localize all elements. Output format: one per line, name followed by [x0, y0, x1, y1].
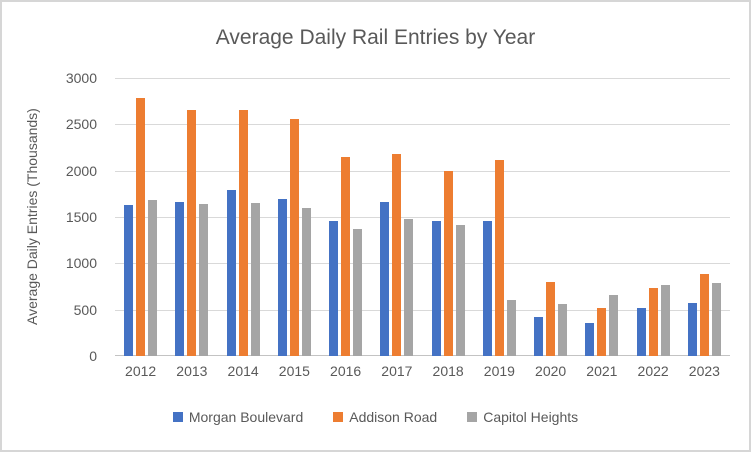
bar-addison-road-2014 [238, 110, 248, 356]
y-tick-label: 2000 [65, 163, 97, 179]
legend-item-addison-road: Addison Road [333, 409, 437, 425]
bar-capitol-heights-2013 [199, 204, 209, 356]
bar-morgan-boulevard-2021 [585, 323, 595, 356]
plot-area [115, 78, 730, 356]
bar-morgan-boulevard-2018 [431, 221, 441, 356]
gridline [115, 124, 730, 125]
bar-capitol-heights-2014 [250, 203, 260, 356]
bar-morgan-boulevard-2017 [380, 202, 390, 356]
bar-capitol-heights-2018 [455, 225, 465, 356]
bar-series-container [115, 78, 730, 356]
gridline [115, 263, 730, 264]
legend-swatch-icon [467, 412, 478, 422]
x-tick-label: 2013 [176, 363, 208, 379]
bar-group-2019 [474, 78, 525, 356]
bar-addison-road-2015 [289, 119, 299, 356]
bar-capitol-heights-2021 [609, 295, 619, 356]
bar-group-2020 [525, 78, 576, 356]
bar-addison-road-2013 [187, 110, 197, 356]
bar-capitol-heights-2020 [558, 304, 568, 356]
x-tick-label: 2014 [227, 363, 259, 379]
bar-addison-road-2012 [136, 98, 146, 356]
bar-addison-road-2018 [443, 171, 453, 356]
x-axis-labels: 2012 2013 2014 2015 2016 2017 2018 2019 2020 2021… [115, 363, 730, 379]
bar-group-2021 [576, 78, 627, 356]
bar-morgan-boulevard-2014 [226, 190, 236, 356]
bar-addison-road-2020 [546, 282, 556, 356]
x-tick-label: 2016 [330, 363, 362, 379]
legend-item-capitol-heights: Capitol Heights [467, 409, 578, 425]
bar-morgan-boulevard-2020 [534, 317, 544, 356]
gridline [115, 171, 730, 172]
y-axis-tick-labels: 0 500 1000 1500 2000 2500 3000 [2, 70, 97, 364]
x-tick-label: 2017 [381, 363, 413, 379]
gridline [115, 310, 730, 311]
legend-swatch-icon [172, 412, 183, 422]
bar-capitol-heights-2012 [148, 200, 158, 356]
bar-morgan-boulevard-2023 [687, 303, 697, 356]
y-tick-label: 2500 [65, 116, 97, 132]
bar-group-2022 [628, 78, 679, 356]
legend-label: Addison Road [349, 409, 438, 425]
bar-addison-road-2021 [597, 308, 607, 356]
x-tick-label: 2012 [125, 363, 157, 379]
x-tick-label: 2018 [432, 363, 464, 379]
y-tick-label: 1500 [65, 209, 97, 225]
gridline [115, 78, 730, 79]
x-tick-label: 2021 [586, 363, 618, 379]
y-tick-label: 500 [73, 302, 97, 318]
bar-group-2023 [679, 78, 730, 356]
bar-capitol-heights-2015 [301, 208, 311, 356]
bar-capitol-heights-2023 [711, 283, 721, 356]
bar-morgan-boulevard-2019 [482, 221, 492, 356]
x-tick-label: 2020 [535, 363, 567, 379]
x-tick-label: 2019 [483, 363, 515, 379]
bar-capitol-heights-2016 [353, 229, 363, 356]
legend: Morgan Boulevard Addison Road Capitol Heig… [2, 409, 749, 425]
x-tick-label: 2015 [278, 363, 310, 379]
bar-group-2018 [423, 78, 474, 356]
bar-addison-road-2022 [648, 288, 658, 356]
gridline [115, 217, 730, 218]
x-axis-line [115, 355, 730, 356]
bar-morgan-boulevard-2012 [124, 205, 134, 356]
bar-group-2014 [218, 78, 269, 356]
bar-group-2016 [320, 78, 371, 356]
bar-capitol-heights-2017 [404, 219, 414, 356]
chart-title: Average Daily Rail Entries by Year [215, 26, 536, 49]
bar-addison-road-2016 [341, 157, 351, 356]
x-tick-label: 2023 [688, 363, 720, 379]
bar-morgan-boulevard-2016 [329, 221, 339, 356]
bar-addison-road-2023 [699, 274, 709, 356]
bar-morgan-boulevard-2022 [636, 308, 646, 356]
y-tick-label: 0 [89, 348, 97, 364]
legend-label: Morgan Boulevard [188, 409, 304, 425]
x-tick-label: 2022 [637, 363, 669, 379]
bar-group-2012 [115, 78, 166, 356]
legend-swatch-icon [333, 412, 344, 422]
legend-item-morgan-boulevard: Morgan Boulevard [172, 409, 304, 425]
bar-morgan-boulevard-2015 [277, 199, 287, 356]
bar-addison-road-2019 [494, 160, 504, 356]
bar-group-2015 [269, 78, 320, 356]
bar-capitol-heights-2019 [506, 300, 516, 356]
bar-group-2017 [371, 78, 422, 356]
bar-addison-road-2017 [392, 154, 402, 356]
y-tick-label: 1000 [65, 255, 97, 271]
bar-group-2013 [166, 78, 217, 356]
y-tick-label: 3000 [65, 70, 97, 86]
bar-morgan-boulevard-2013 [175, 202, 185, 356]
legend-label: Capitol Heights [483, 409, 579, 425]
bar-capitol-heights-2022 [660, 285, 670, 356]
